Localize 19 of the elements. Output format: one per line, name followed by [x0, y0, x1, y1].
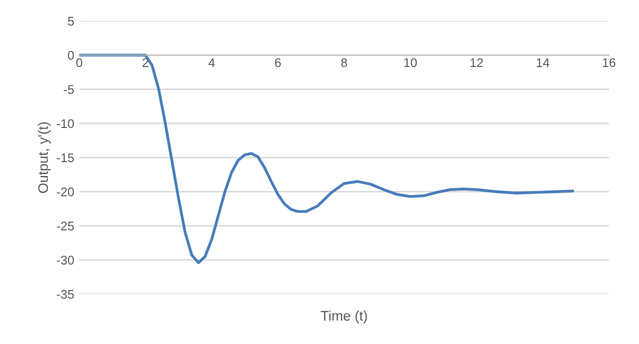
- x-axis-title: Time (t): [320, 310, 367, 324]
- x-tick-label: 10: [404, 58, 417, 68]
- y-axis-title: Output, y'(t): [38, 122, 51, 193]
- x-tick-label: 4: [208, 58, 215, 67]
- y-tick-label: -5: [64, 85, 74, 94]
- y-tick-label: -20: [56, 187, 74, 196]
- y-tick-label: 5: [68, 16, 74, 26]
- x-tick-label: 8: [341, 58, 348, 68]
- y-tick-label: -25: [56, 222, 74, 230]
- y-tick-label: 0: [68, 50, 74, 60]
- x-tick-label: 12: [470, 58, 483, 67]
- y-tick-label: -35: [56, 290, 74, 299]
- x-tick-label: 6: [275, 58, 281, 68]
- y-tick-label: -10: [56, 119, 74, 128]
- y-tick-label: -15: [56, 153, 74, 162]
- x-tick-label: 16: [602, 58, 616, 68]
- y-tick-label: -30: [56, 256, 74, 265]
- x-tick-label: 0: [76, 58, 82, 68]
- x-tick-label: 14: [536, 58, 550, 67]
